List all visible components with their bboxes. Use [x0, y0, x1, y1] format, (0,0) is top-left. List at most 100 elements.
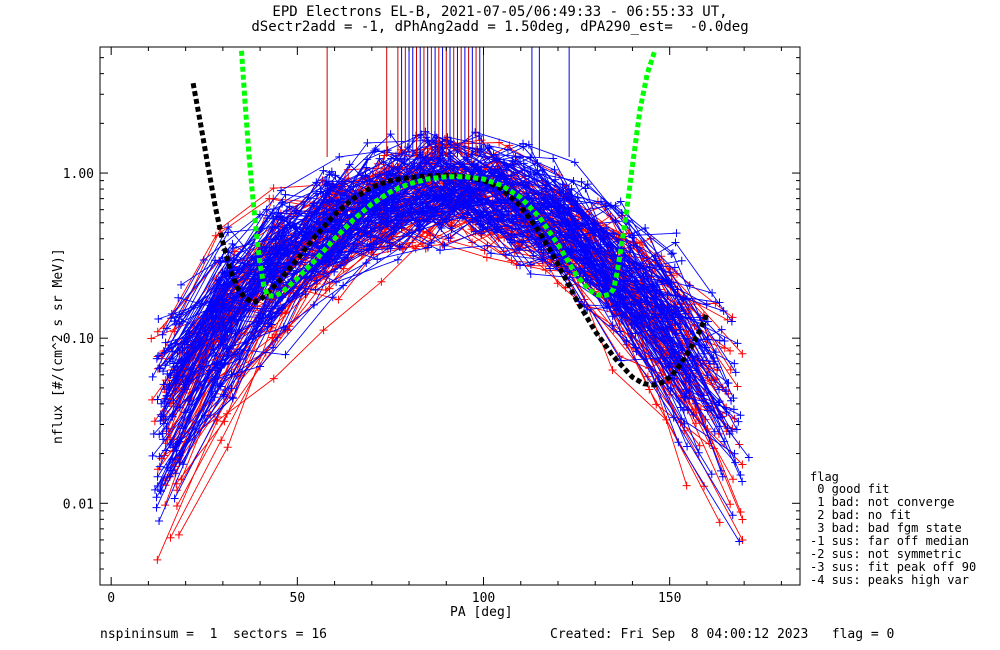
blue-trace-point [711, 348, 720, 357]
blue-trace-point [720, 437, 729, 446]
blue-trace-point [583, 180, 592, 189]
blue-trace-point [634, 315, 643, 324]
blue-trace-point [229, 244, 238, 253]
blue-trace-point [543, 191, 552, 200]
blue-trace-point [311, 285, 320, 294]
blue-trace-point [172, 446, 181, 455]
blue-trace-point [702, 343, 711, 352]
blue-trace-point [221, 327, 230, 336]
blue-trace-point [490, 220, 499, 229]
blue-trace-point [601, 202, 610, 211]
blue-trace-point [443, 199, 452, 208]
blue-trace-point [619, 269, 628, 278]
blue-trace-point [556, 194, 565, 203]
legend-title: flag [810, 470, 839, 484]
red-trace-point [729, 475, 738, 484]
blue-trace-point [211, 256, 220, 265]
blue-trace-point [170, 494, 179, 503]
blue-trace-point [268, 343, 277, 352]
blue-trace-point [664, 279, 673, 288]
blue-trace-point [577, 177, 586, 186]
blue-trace-point [718, 472, 727, 481]
blue-trace-point [439, 182, 448, 191]
blue-trace-point [384, 214, 393, 223]
blue-trace-point [157, 399, 166, 408]
blue-trace-point [616, 327, 625, 336]
blue-trace-point [474, 217, 483, 226]
blue-trace-point [152, 354, 161, 363]
blue-trace-point [467, 201, 476, 210]
x-tick-label: 100 [472, 591, 495, 606]
blue-trace-point [179, 380, 188, 389]
blue-trace-point [436, 220, 445, 229]
red-trace-point [147, 334, 156, 343]
blue-trace-point [631, 343, 640, 352]
blue-trace-point [255, 362, 264, 371]
blue-trace-point [429, 136, 438, 145]
blue-trace-point [708, 288, 717, 297]
footer-left: nspininsum = 1 sectors = 16 [100, 627, 327, 642]
red-trace-point [715, 518, 724, 527]
blue-trace-point [281, 325, 290, 334]
red-trace-point [695, 441, 704, 450]
blue-trace-point [511, 152, 520, 161]
blue-trace-point [681, 377, 690, 386]
blue-trace-point [674, 307, 683, 316]
blue-trace-point [529, 251, 538, 260]
blue-trace-point [689, 410, 698, 419]
blue-trace-point [217, 315, 226, 324]
blue-trace-point [671, 309, 680, 318]
blue-trace-point [641, 224, 650, 233]
chart-title: EPD Electrons EL-B, 2021-07-05/06:49:33 … [272, 4, 728, 20]
blue-trace-point [510, 233, 519, 242]
blue-trace-point [705, 359, 714, 368]
red-trace-point [172, 486, 181, 495]
red-trace-point [608, 365, 617, 374]
red-trace-point [726, 365, 735, 374]
legend-item: 1 bad: not converge [810, 495, 955, 509]
blue-trace-point [285, 202, 294, 211]
blue-trace-point [569, 176, 578, 185]
red-trace-point [645, 385, 654, 394]
blue-trace-point [301, 290, 310, 299]
blue-trace-point [666, 384, 675, 393]
blue-trace-point [158, 429, 167, 438]
blue-trace-point [570, 200, 579, 209]
blue-trace-point [363, 138, 372, 147]
blue-trace-point [199, 255, 208, 264]
blue-trace-point [174, 293, 183, 302]
blue-trace-point [694, 448, 703, 457]
blue-trace-point [672, 229, 681, 238]
blue-trace-point [637, 298, 646, 307]
blue-trace-point [219, 390, 228, 399]
blue-trace-point [479, 222, 488, 231]
blue-trace-point [171, 320, 180, 329]
red-trace-point [738, 460, 747, 469]
blue-trace-point [379, 158, 388, 167]
red-trace-point [160, 451, 169, 460]
red-trace-point [161, 376, 170, 385]
blue-trace-point [517, 238, 526, 247]
blue-trace-point [339, 281, 348, 290]
blue-trace-point [674, 438, 683, 447]
blue-trace-point [560, 262, 569, 271]
blue-trace-point [228, 239, 237, 248]
blue-trace-point [677, 256, 686, 265]
blue-trace-point [667, 250, 676, 259]
blue-trace-point [181, 376, 190, 385]
blue-trace-point [205, 304, 214, 313]
blue-trace-point [271, 298, 280, 307]
blue-trace-point [171, 376, 180, 385]
blue-trace-point [710, 427, 719, 436]
blue-trace-point [218, 296, 227, 305]
red-trace-point [507, 256, 516, 265]
blue-trace-point [155, 516, 164, 525]
blue-trace-point [657, 277, 666, 286]
blue-trace-point [228, 393, 237, 402]
blue-trace-point [362, 259, 371, 268]
blue-trace-point [323, 181, 332, 190]
blue-trace-point [570, 158, 579, 167]
blue-trace-point [229, 253, 238, 262]
blue-trace-point [691, 399, 700, 408]
blue-trace-point [610, 291, 619, 300]
